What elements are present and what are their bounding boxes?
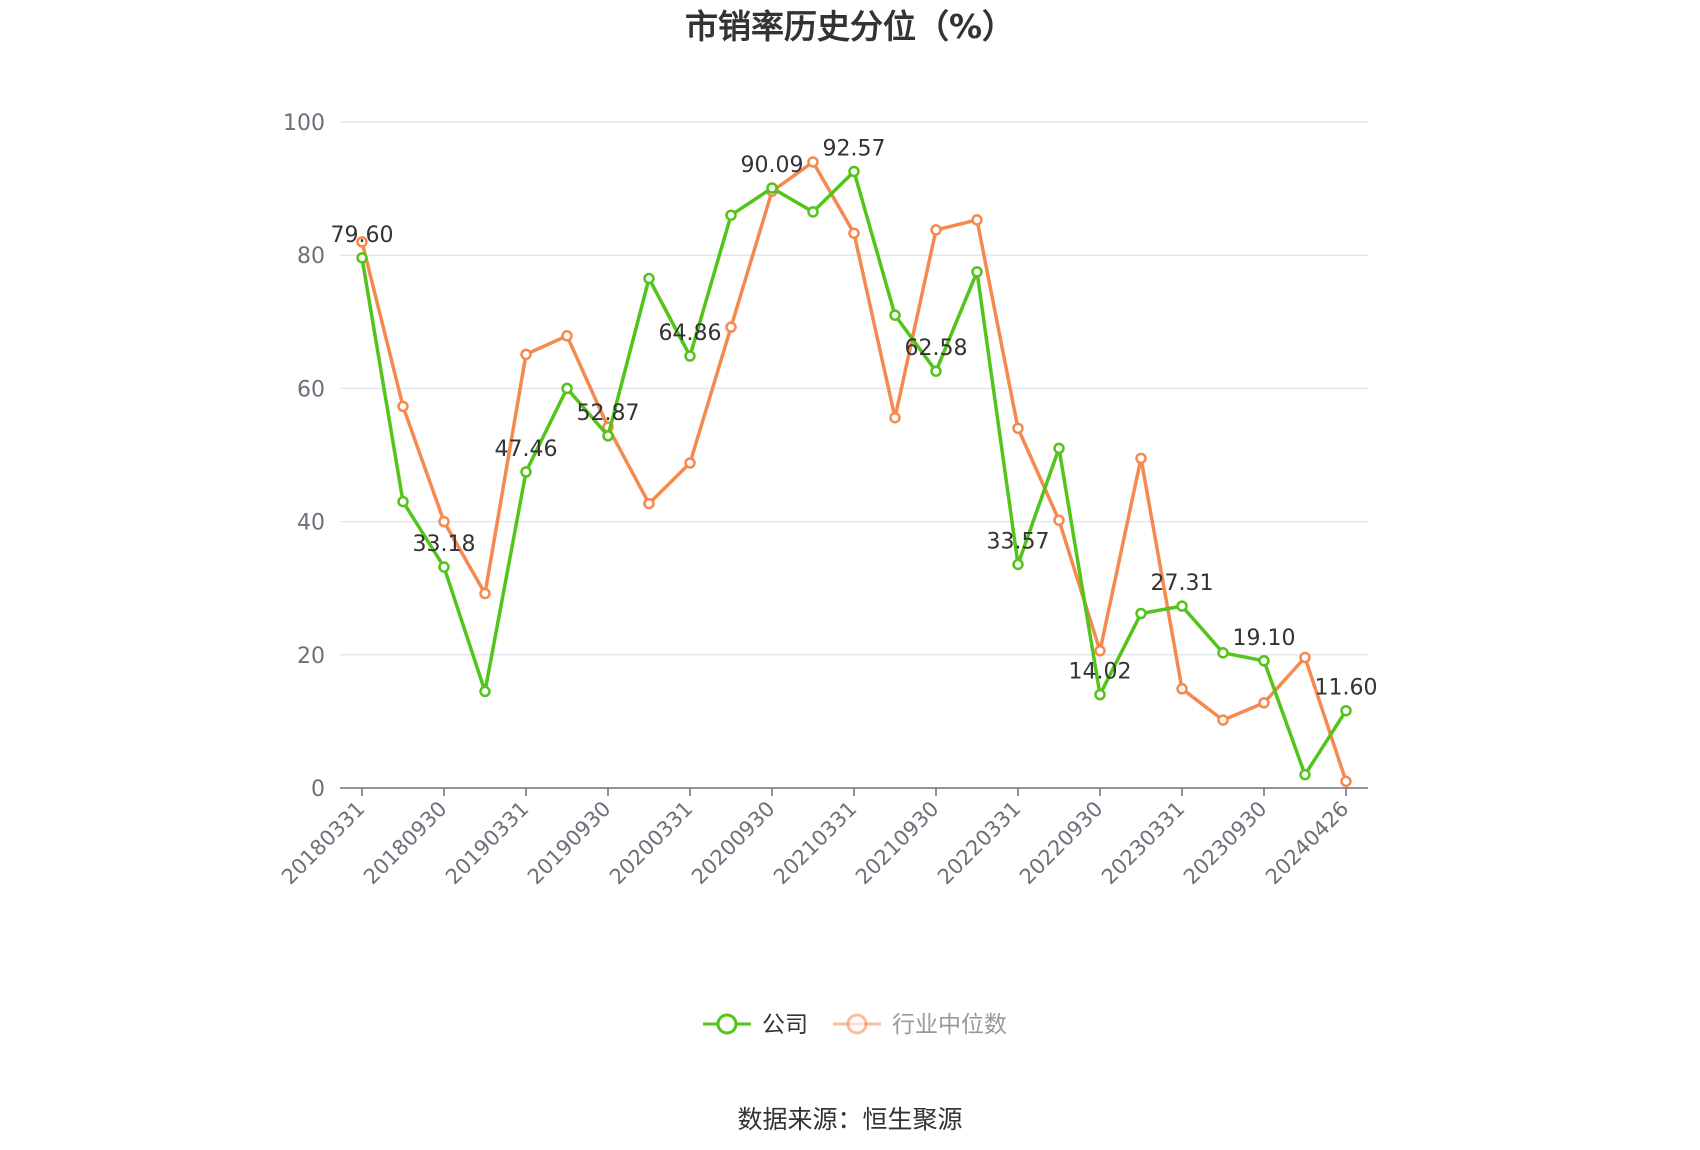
data-point[interactable] (848, 227, 860, 239)
y-tick-label: 100 (283, 111, 325, 136)
data-point[interactable] (930, 365, 942, 377)
x-tick-label: 20200930 (687, 797, 780, 890)
series-industry (356, 156, 1352, 788)
data-label: 47.46 (495, 437, 558, 462)
x-tick-label: 20220331 (933, 797, 1026, 890)
data-point[interactable] (520, 348, 532, 361)
y-tick-label: 80 (297, 244, 325, 269)
x-tick-label: 20190930 (523, 797, 616, 890)
data-point[interactable] (1299, 651, 1311, 664)
data-point[interactable] (1053, 514, 1065, 527)
data-label: 52.87 (577, 401, 640, 426)
series-line (360, 169, 1348, 777)
data-point[interactable] (971, 214, 983, 226)
data-point[interactable] (889, 309, 901, 321)
data-point[interactable] (1094, 645, 1106, 657)
data-point[interactable] (1094, 688, 1106, 701)
data-point[interactable] (1176, 600, 1188, 612)
data-labels: 79.60 33.18 47.46 52.87 64.86 90.09 92.57 62.58… (331, 136, 1378, 700)
data-point[interactable] (479, 685, 491, 698)
data-point[interactable] (1135, 607, 1147, 620)
x-tick-label: 20240426 (1261, 797, 1354, 890)
data-label: 11.60 (1315, 676, 1378, 701)
data-point[interactable] (766, 182, 778, 194)
data-label: 92.57 (823, 136, 886, 161)
data-point[interactable] (397, 400, 409, 413)
x-tick-label: 20230930 (1179, 797, 1272, 890)
data-point[interactable] (807, 206, 819, 218)
x-axis: 2018033120180930201903312019093020200331… (277, 787, 1368, 890)
data-point[interactable] (520, 466, 532, 478)
data-point[interactable] (1217, 714, 1229, 726)
data-point[interactable] (561, 382, 573, 395)
y-axis-ticks: 0 20 40 60 80 100 (283, 111, 325, 802)
data-label: 33.57 (987, 529, 1050, 554)
data-point[interactable] (356, 252, 368, 264)
y-tick-label: 40 (297, 511, 325, 536)
data-label: 33.18 (413, 532, 476, 557)
data-point[interactable] (684, 350, 696, 362)
data-label: 14.02 (1069, 660, 1132, 685)
x-tick-label: 20190331 (441, 797, 534, 890)
grid-lines (340, 121, 1368, 656)
data-point[interactable] (930, 224, 942, 236)
data-point[interactable] (602, 430, 614, 442)
data-point[interactable] (1012, 422, 1024, 435)
y-tick-label: 20 (297, 644, 325, 669)
data-point[interactable] (1258, 697, 1270, 709)
legend[interactable]: 公司 行业中位数 (703, 1012, 1007, 1038)
data-point[interactable] (479, 587, 491, 600)
x-tick-label: 20230331 (1097, 797, 1190, 890)
y-tick-label: 60 (297, 377, 325, 402)
data-label: 27.31 (1151, 571, 1214, 596)
x-tick-label: 20200331 (605, 797, 698, 890)
data-point[interactable] (1135, 452, 1147, 465)
x-tick-label: 20210331 (769, 797, 862, 890)
data-point[interactable] (438, 515, 450, 528)
data-label: 19.10 (1233, 626, 1296, 651)
legend-item-industry[interactable]: 行业中位数 (833, 1012, 1007, 1038)
data-label: 90.09 (741, 153, 804, 178)
x-tick-label: 20210930 (851, 797, 944, 890)
legend-item-company[interactable]: 公司 (703, 1012, 808, 1038)
data-source: 数据来源：恒生聚源 (737, 1105, 962, 1134)
chart-title: 市销率历史分位（%） (685, 7, 1015, 46)
data-point[interactable] (643, 497, 655, 510)
data-point[interactable] (1012, 558, 1024, 571)
x-tick-label: 20180331 (277, 797, 370, 890)
legend-company-label: 公司 (762, 1012, 808, 1038)
data-point[interactable] (1340, 775, 1352, 788)
data-point[interactable] (1053, 442, 1065, 455)
data-point[interactable] (725, 209, 737, 221)
data-point[interactable] (397, 495, 409, 508)
data-point[interactable] (561, 330, 573, 342)
data-point[interactable] (684, 457, 696, 469)
legend-industry-marker (846, 1013, 868, 1035)
data-point[interactable] (438, 561, 450, 573)
x-tick-label: 20180930 (359, 797, 452, 890)
data-point[interactable] (725, 321, 737, 333)
legend-company-marker (716, 1013, 738, 1035)
data-point[interactable] (1176, 683, 1188, 695)
data-label: 79.60 (331, 223, 394, 248)
data-point[interactable] (643, 272, 655, 285)
data-point[interactable] (1217, 647, 1229, 659)
y-tick-label: 0 (311, 777, 325, 802)
data-point[interactable] (1258, 655, 1270, 667)
legend-industry-label: 行业中位数 (892, 1012, 1007, 1038)
data-point[interactable] (971, 266, 983, 278)
x-tick-label: 20220930 (1015, 797, 1108, 890)
data-point[interactable] (356, 236, 368, 248)
data-point[interactable] (1299, 768, 1311, 781)
data-label: 64.86 (659, 321, 722, 346)
data-point[interactable] (848, 165, 860, 178)
data-point[interactable] (807, 156, 819, 168)
data-point[interactable] (889, 411, 901, 424)
data-label: 62.58 (905, 336, 968, 361)
series-company (356, 165, 1352, 781)
data-point[interactable] (1340, 704, 1352, 717)
